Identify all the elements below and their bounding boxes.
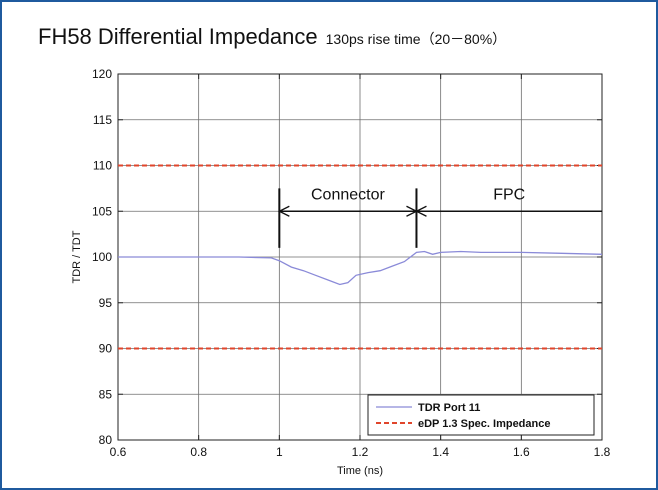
y-tick-label: 95	[99, 296, 113, 310]
y-tick-label: 85	[99, 387, 113, 401]
annotation-label: FPC	[493, 186, 525, 203]
x-tick-label: 1.4	[432, 445, 449, 459]
annotation-label: Connector	[311, 186, 385, 203]
y-tick-label: 110	[93, 159, 112, 173]
x-axis-label: Time (ns)	[337, 465, 383, 477]
tdr-series-line	[118, 250, 603, 286]
x-tick-label: 0.8	[190, 445, 207, 459]
x-tick-label: 1	[276, 445, 283, 459]
y-axis-label: TDR / TDT	[71, 230, 83, 283]
chart-subtitle: 130ps rise time（20－80%）	[325, 31, 507, 47]
y-tick-label: 90	[99, 342, 113, 356]
y-tick-label: 80	[99, 433, 113, 447]
y-tick-label: 105	[92, 204, 112, 218]
x-tick-label: 0.6	[110, 445, 127, 459]
legend-label: eDP 1.3 Spec. Impedance	[418, 418, 550, 430]
y-tick-label: 115	[93, 113, 112, 127]
legend-box	[367, 394, 595, 436]
chart-title-block: FH58 Differential Impedance 130ps rise ti…	[38, 24, 506, 50]
x-tick-label: 1.2	[352, 445, 369, 459]
legend-label: TDR Port 11	[418, 402, 480, 414]
y-tick-label: 100	[92, 250, 112, 264]
y-tick-label: 120	[92, 67, 112, 81]
x-tick-label: 1.6	[513, 445, 530, 459]
x-tick-label: 1.8	[594, 445, 611, 459]
chart-title: FH58 Differential Impedance	[38, 24, 318, 49]
